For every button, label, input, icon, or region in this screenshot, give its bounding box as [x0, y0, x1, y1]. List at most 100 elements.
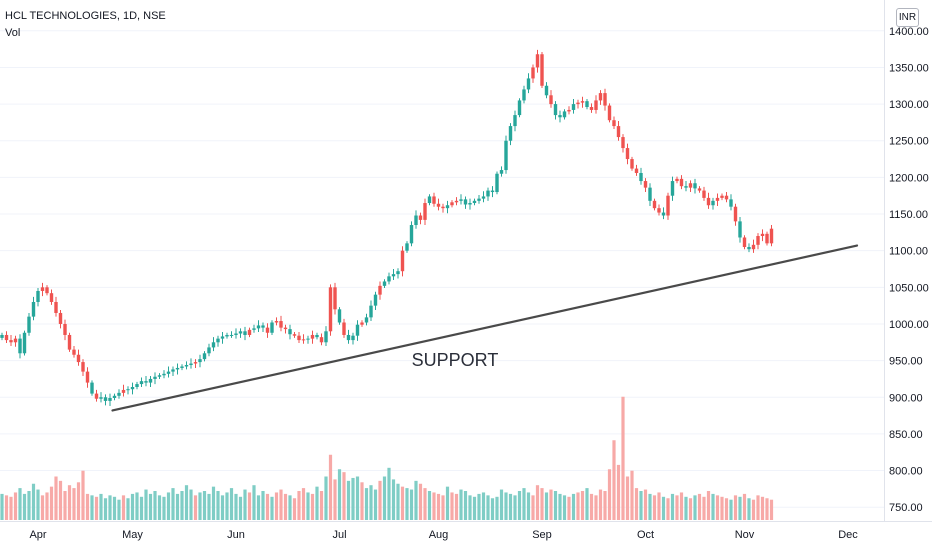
- price-tick-label: 1050.00: [889, 282, 929, 294]
- candle-body: [202, 353, 207, 360]
- candle-body: [369, 305, 373, 318]
- volume-indicator-label[interactable]: Vol: [5, 27, 21, 39]
- candle-body: [450, 202, 454, 206]
- candle-body: [36, 290, 40, 302]
- candle-body: [283, 327, 288, 330]
- candle-body: [747, 247, 751, 250]
- volume-bar: [360, 482, 364, 520]
- volume-bar: [661, 496, 666, 520]
- candle: [675, 176, 679, 184]
- volume-bar: [643, 489, 648, 520]
- candle: [13, 335, 18, 347]
- candle: [661, 207, 666, 220]
- candle: [630, 156, 634, 171]
- candle: [382, 279, 387, 289]
- volume-bar: [261, 491, 265, 520]
- volume-bar: [477, 493, 481, 520]
- candle-body: [657, 208, 661, 213]
- volume-bar: [166, 492, 171, 520]
- volume-bar: [616, 464, 621, 520]
- candle: [477, 194, 481, 204]
- volume-bar: [306, 492, 310, 520]
- candle-body: [58, 312, 63, 324]
- candle-body: [598, 93, 603, 101]
- candle-body: [67, 334, 72, 350]
- volume-bar: [22, 493, 27, 520]
- candle: [225, 332, 229, 339]
- candle-body: [652, 200, 657, 209]
- volume-bar: [189, 489, 193, 520]
- candle-body: [693, 183, 697, 189]
- time-axis[interactable]: Apr May Jun Jul Aug Sep Oct Nov Dec: [29, 529, 858, 541]
- candle-body: [504, 140, 508, 171]
- candle: [567, 106, 571, 115]
- candle: [121, 384, 126, 397]
- volume-bar: [711, 493, 715, 520]
- volume-bar: [724, 498, 729, 520]
- symbol-title[interactable]: HCL TECHNOLOGIES, 1D, NSE: [5, 10, 166, 22]
- candle: [103, 394, 108, 406]
- candle-body: [279, 321, 283, 328]
- volume-bar: [720, 496, 724, 520]
- volume-bar: [486, 495, 490, 520]
- candle-body: [144, 381, 148, 383]
- volume-bar: [112, 496, 117, 520]
- candle: [351, 332, 355, 345]
- volume-bar: [571, 493, 576, 520]
- candle: [148, 376, 153, 388]
- volume-bar: [495, 496, 499, 520]
- candle: [751, 239, 756, 253]
- candle-body: [760, 233, 765, 237]
- candle-body: [769, 228, 774, 244]
- price-tick-label: 1200.00: [889, 172, 929, 184]
- candle: [549, 90, 553, 108]
- volume-bar: [288, 495, 292, 520]
- candle: [693, 178, 697, 194]
- volume-bar: [553, 491, 558, 520]
- candle-body: [724, 195, 729, 200]
- candle-body: [423, 203, 427, 220]
- volume-bar: [378, 480, 382, 520]
- candle: [58, 310, 63, 329]
- volume-bar: [387, 467, 391, 520]
- candle-body: [387, 276, 391, 282]
- volume-bar: [499, 489, 504, 520]
- volume-bar: [526, 492, 531, 520]
- candle: [598, 90, 603, 105]
- candle: [193, 359, 198, 368]
- volume-bar: [463, 491, 468, 520]
- candle-body: [378, 285, 382, 295]
- volume-bar: [666, 498, 670, 520]
- candle-body: [661, 212, 666, 216]
- annotation-layer[interactable]: SUPPORT: [111, 244, 859, 412]
- volume-bar: [729, 499, 733, 520]
- candle-body: [612, 120, 616, 127]
- candle: [369, 300, 373, 322]
- candle-body: [130, 387, 135, 390]
- price-axis[interactable]: 1400.00 1350.00 1300.00 1250.00 1200.00 1150.…: [889, 26, 929, 514]
- candle-body: [391, 274, 396, 277]
- candle-body: [679, 178, 684, 187]
- candle-body: [558, 115, 562, 118]
- currency-badge[interactable]: INR: [896, 8, 919, 27]
- candle: [562, 109, 567, 120]
- volume-bar: [445, 486, 450, 520]
- candle: [742, 235, 747, 250]
- candle: [639, 167, 643, 185]
- candle-body: [472, 200, 477, 204]
- volume-bar: [418, 483, 423, 520]
- candle-body: [733, 206, 738, 222]
- volume-bar: [621, 396, 625, 520]
- volume-bar: [648, 493, 652, 520]
- candle-body: [121, 389, 126, 393]
- volume-bar: [765, 498, 769, 520]
- candle-body: [499, 170, 504, 174]
- candle-body: [373, 294, 378, 306]
- candle-body: [238, 331, 243, 334]
- candle-body: [76, 354, 81, 363]
- volume-bar: [396, 483, 400, 520]
- volume-bar: [81, 470, 85, 520]
- candle: [418, 212, 423, 225]
